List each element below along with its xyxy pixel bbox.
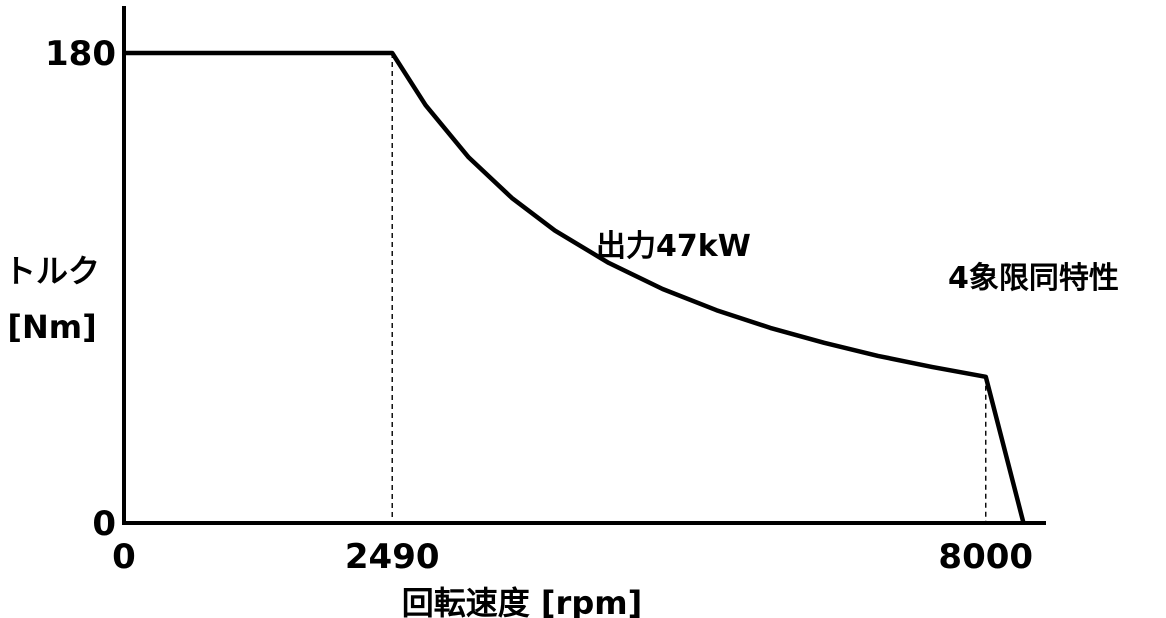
y-tick-labels: 0 180 [45, 34, 116, 544]
dashed-guides [391, 53, 987, 523]
y-axis-title-line2: [Nm] [7, 308, 96, 346]
x-tick-label-0: 0 [112, 537, 136, 577]
torque-curve [124, 50, 1026, 524]
y-tick-label-1: 180 [45, 34, 116, 74]
x-tick-label-1: 2490 [345, 537, 440, 577]
quadrant-annotation: 4象限同特性 [948, 261, 1119, 296]
x-tick-label-2: 8000 [938, 537, 1033, 577]
y-axis-title-line1: トルク [4, 252, 100, 290]
x-tick-labels: 0 2490 8000 [112, 537, 1033, 577]
y-tick-label-0: 0 [92, 504, 116, 544]
x-axis-title: 回転速度 [rpm] [402, 584, 642, 618]
power-annotation: 出力47kW [596, 229, 751, 264]
